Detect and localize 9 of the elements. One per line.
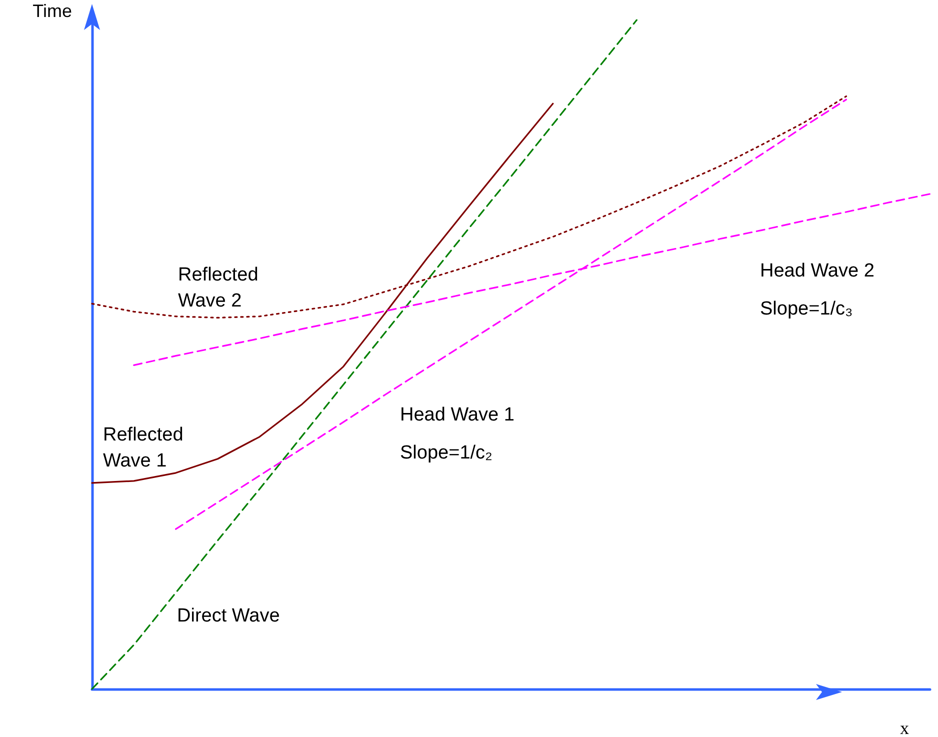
annotation: Reflected Wave 2: [178, 264, 258, 312]
annotation: Head Wave 1: [400, 404, 514, 426]
annotation: Head Wave 2: [760, 260, 874, 282]
annotation: Direct Wave: [177, 606, 280, 626]
annotation: Reflected Wave 1: [103, 424, 184, 472]
x-axis-title: x: [900, 718, 909, 737]
annotation: Slope=1/c₂: [400, 442, 492, 464]
y-axis-title: Time: [32, 1, 72, 21]
annotation: Slope=1/c₃: [760, 298, 853, 320]
